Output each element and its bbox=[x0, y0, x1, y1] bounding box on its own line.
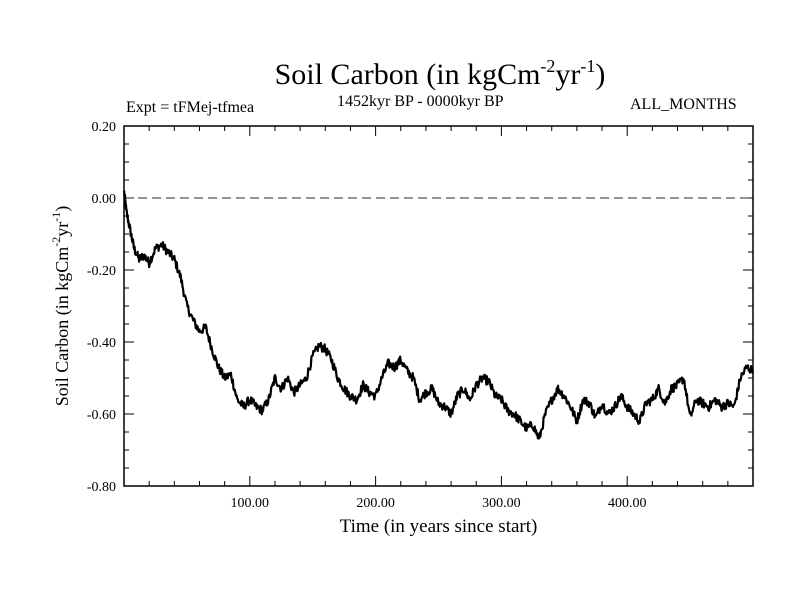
y-tick-label: -0.20 bbox=[87, 264, 116, 279]
axis-ticks bbox=[124, 125, 753, 487]
y-tick-label: -0.60 bbox=[87, 408, 116, 423]
y-tick-label: -0.80 bbox=[87, 480, 116, 495]
x-axis-label: Time (in years since start) bbox=[340, 516, 538, 537]
x-tick-label: 400.00 bbox=[608, 496, 647, 511]
plot-frame bbox=[123, 125, 754, 487]
y-tick-label: 0.20 bbox=[92, 120, 117, 135]
series-line bbox=[122, 190, 755, 440]
x-tick-label: 300.00 bbox=[482, 496, 521, 511]
x-tick-label: 200.00 bbox=[356, 496, 395, 511]
y-tick-label: -0.40 bbox=[87, 336, 116, 351]
chart-title: Soil Carbon (in kgCm-2yr-1) bbox=[274, 56, 606, 91]
months-label: ALL_MONTHS bbox=[630, 96, 737, 113]
y-axis-label: Soil Carbon (in kgCm-2yr-1) bbox=[49, 206, 73, 407]
experiment-label: Expt = tFMej-tfmea bbox=[126, 99, 255, 116]
period-label: 1452kyr BP - 0000kyr BP bbox=[337, 93, 504, 110]
y-tick-label: 0.00 bbox=[92, 192, 117, 207]
x-tick-label: 100.00 bbox=[231, 496, 270, 511]
axis-tick-labels: 0.20 0.00 -0.20 -0.40 -0.60 -0.80 100.00 200.00… bbox=[87, 120, 647, 511]
